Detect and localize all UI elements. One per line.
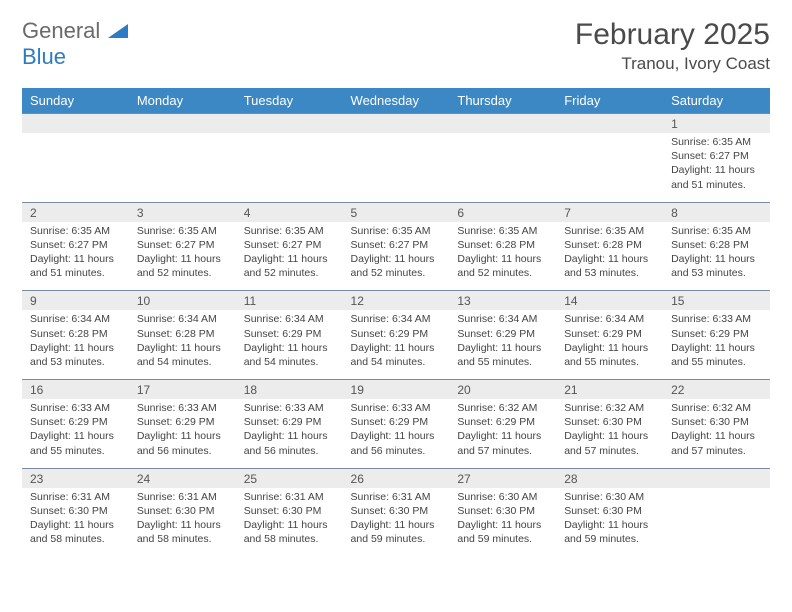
day-detail-cell: Sunrise: 6:32 AM Sunset: 6:29 PM Dayligh…	[449, 399, 556, 468]
day-detail-cell	[343, 133, 450, 202]
day-number-cell: 21	[556, 380, 663, 400]
day-number-cell: 26	[343, 468, 450, 488]
day-detail-cell: Sunrise: 6:35 AM Sunset: 6:28 PM Dayligh…	[556, 222, 663, 291]
day-number-row: 9101112131415	[22, 291, 770, 311]
day-detail-cell: Sunrise: 6:30 AM Sunset: 6:30 PM Dayligh…	[449, 488, 556, 557]
day-number-cell: 27	[449, 468, 556, 488]
weekday-header: Monday	[129, 88, 236, 114]
day-number-cell: 2	[22, 202, 129, 222]
weekday-header: Saturday	[663, 88, 770, 114]
day-detail-cell: Sunrise: 6:33 AM Sunset: 6:29 PM Dayligh…	[22, 399, 129, 468]
day-detail-row: Sunrise: 6:31 AM Sunset: 6:30 PM Dayligh…	[22, 488, 770, 557]
day-number-cell: 3	[129, 202, 236, 222]
day-detail-cell: Sunrise: 6:35 AM Sunset: 6:27 PM Dayligh…	[22, 222, 129, 291]
location: Tranou, Ivory Coast	[575, 54, 770, 74]
day-detail-cell	[449, 133, 556, 202]
month-title: February 2025	[575, 18, 770, 52]
title-block: February 2025 Tranou, Ivory Coast	[575, 18, 770, 74]
day-number-cell	[129, 114, 236, 134]
day-number-cell: 11	[236, 291, 343, 311]
day-number-cell	[556, 114, 663, 134]
weekday-header: Tuesday	[236, 88, 343, 114]
day-detail-cell: Sunrise: 6:35 AM Sunset: 6:27 PM Dayligh…	[236, 222, 343, 291]
day-number-cell: 16	[22, 380, 129, 400]
day-number-cell: 7	[556, 202, 663, 222]
day-detail-cell	[129, 133, 236, 202]
weekday-header-row: Sunday Monday Tuesday Wednesday Thursday…	[22, 88, 770, 114]
weekday-header: Thursday	[449, 88, 556, 114]
day-number-row: 1	[22, 114, 770, 134]
day-detail-cell: Sunrise: 6:31 AM Sunset: 6:30 PM Dayligh…	[129, 488, 236, 557]
day-detail-cell: Sunrise: 6:34 AM Sunset: 6:29 PM Dayligh…	[343, 310, 450, 379]
day-number-row: 232425262728	[22, 468, 770, 488]
day-detail-cell: Sunrise: 6:34 AM Sunset: 6:29 PM Dayligh…	[556, 310, 663, 379]
calendar-table: Sunday Monday Tuesday Wednesday Thursday…	[22, 88, 770, 556]
day-number-cell: 14	[556, 291, 663, 311]
day-detail-cell: Sunrise: 6:34 AM Sunset: 6:28 PM Dayligh…	[129, 310, 236, 379]
day-detail-cell: Sunrise: 6:35 AM Sunset: 6:27 PM Dayligh…	[663, 133, 770, 202]
day-number-row: 16171819202122	[22, 380, 770, 400]
day-detail-cell: Sunrise: 6:35 AM Sunset: 6:27 PM Dayligh…	[343, 222, 450, 291]
logo-line1: General	[22, 18, 100, 43]
day-number-cell: 1	[663, 114, 770, 134]
day-detail-cell	[22, 133, 129, 202]
day-detail-row: Sunrise: 6:35 AM Sunset: 6:27 PM Dayligh…	[22, 133, 770, 202]
day-detail-row: Sunrise: 6:34 AM Sunset: 6:28 PM Dayligh…	[22, 310, 770, 379]
weekday-header: Sunday	[22, 88, 129, 114]
day-detail-cell	[556, 133, 663, 202]
day-detail-cell: Sunrise: 6:32 AM Sunset: 6:30 PM Dayligh…	[663, 399, 770, 468]
day-number-cell: 9	[22, 291, 129, 311]
day-number-cell: 12	[343, 291, 450, 311]
day-number-cell: 5	[343, 202, 450, 222]
day-number-cell: 18	[236, 380, 343, 400]
day-number-cell: 28	[556, 468, 663, 488]
logo: General Blue	[22, 18, 128, 70]
day-number-cell	[663, 468, 770, 488]
day-number-cell	[343, 114, 450, 134]
day-detail-cell: Sunrise: 6:31 AM Sunset: 6:30 PM Dayligh…	[343, 488, 450, 557]
day-detail-cell: Sunrise: 6:33 AM Sunset: 6:29 PM Dayligh…	[343, 399, 450, 468]
day-number-cell: 6	[449, 202, 556, 222]
day-detail-cell: Sunrise: 6:35 AM Sunset: 6:28 PM Dayligh…	[449, 222, 556, 291]
logo-line2: Blue	[22, 44, 66, 69]
day-number-cell: 23	[22, 468, 129, 488]
day-detail-cell: Sunrise: 6:34 AM Sunset: 6:29 PM Dayligh…	[236, 310, 343, 379]
day-detail-cell: Sunrise: 6:33 AM Sunset: 6:29 PM Dayligh…	[129, 399, 236, 468]
day-detail-cell: Sunrise: 6:32 AM Sunset: 6:30 PM Dayligh…	[556, 399, 663, 468]
logo-text: General Blue	[22, 18, 128, 70]
day-number-cell: 20	[449, 380, 556, 400]
day-detail-row: Sunrise: 6:33 AM Sunset: 6:29 PM Dayligh…	[22, 399, 770, 468]
day-number-cell	[236, 114, 343, 134]
day-detail-cell: Sunrise: 6:34 AM Sunset: 6:29 PM Dayligh…	[449, 310, 556, 379]
day-number-cell	[449, 114, 556, 134]
day-number-cell: 19	[343, 380, 450, 400]
day-number-cell: 22	[663, 380, 770, 400]
day-number-cell: 8	[663, 202, 770, 222]
day-number-cell: 25	[236, 468, 343, 488]
day-number-cell: 24	[129, 468, 236, 488]
day-detail-cell	[236, 133, 343, 202]
day-number-cell: 10	[129, 291, 236, 311]
day-detail-cell: Sunrise: 6:31 AM Sunset: 6:30 PM Dayligh…	[236, 488, 343, 557]
day-detail-cell: Sunrise: 6:31 AM Sunset: 6:30 PM Dayligh…	[22, 488, 129, 557]
day-detail-cell: Sunrise: 6:35 AM Sunset: 6:28 PM Dayligh…	[663, 222, 770, 291]
logo-triangle-icon	[108, 24, 128, 38]
day-number-cell: 13	[449, 291, 556, 311]
day-detail-cell: Sunrise: 6:35 AM Sunset: 6:27 PM Dayligh…	[129, 222, 236, 291]
day-detail-cell: Sunrise: 6:34 AM Sunset: 6:28 PM Dayligh…	[22, 310, 129, 379]
day-number-cell: 17	[129, 380, 236, 400]
weekday-header: Wednesday	[343, 88, 450, 114]
day-detail-cell	[663, 488, 770, 557]
day-number-cell: 4	[236, 202, 343, 222]
day-number-cell: 15	[663, 291, 770, 311]
day-number-cell	[22, 114, 129, 134]
day-detail-cell: Sunrise: 6:33 AM Sunset: 6:29 PM Dayligh…	[236, 399, 343, 468]
day-detail-row: Sunrise: 6:35 AM Sunset: 6:27 PM Dayligh…	[22, 222, 770, 291]
day-detail-cell: Sunrise: 6:33 AM Sunset: 6:29 PM Dayligh…	[663, 310, 770, 379]
header: General Blue February 2025 Tranou, Ivory…	[22, 18, 770, 74]
day-detail-cell: Sunrise: 6:30 AM Sunset: 6:30 PM Dayligh…	[556, 488, 663, 557]
weekday-header: Friday	[556, 88, 663, 114]
day-number-row: 2345678	[22, 202, 770, 222]
